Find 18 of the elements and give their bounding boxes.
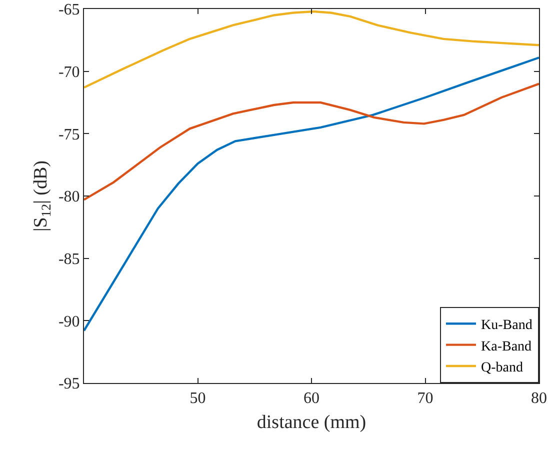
y-tick-label: -80	[58, 188, 80, 206]
y-tick-label: -70	[58, 64, 80, 81]
y-tick-label: -90	[58, 313, 80, 330]
legend-label: Ka-Band	[481, 339, 532, 354]
y-tick-label: -85	[58, 250, 80, 268]
x-tick-label: 70	[417, 390, 434, 408]
legend-label: Ku-Band	[481, 318, 532, 334]
x-tick-label: 50	[190, 390, 206, 408]
y-tick-label: -75	[58, 126, 80, 144]
x-tick-label: 60	[304, 390, 320, 408]
line-series	[84, 82, 539, 201]
line-series	[84, 10, 539, 89]
legend-label: Q-band	[481, 360, 523, 376]
x-axis-title: distance (mm)	[256, 412, 366, 433]
y-tick-label: -95	[58, 376, 80, 393]
x-tick-label: 80	[531, 390, 547, 408]
y-tick-label: -65	[58, 2, 80, 19]
line-series	[84, 56, 539, 332]
